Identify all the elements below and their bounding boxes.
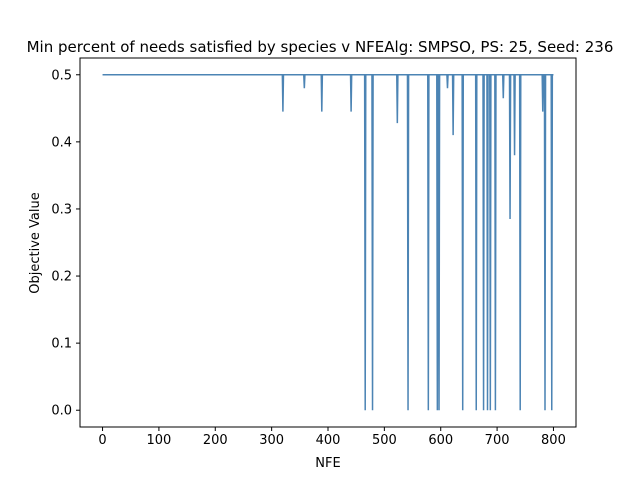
x-tick-label: 500 bbox=[372, 433, 397, 448]
x-tick-label: 800 bbox=[541, 433, 566, 448]
y-axis: 0.0 0.1 0.2 0.3 0.4 0.5 bbox=[51, 68, 80, 419]
x-tick-label: 700 bbox=[485, 433, 510, 448]
series-line bbox=[102, 74, 554, 411]
x-tick-label: 400 bbox=[316, 433, 341, 448]
y-tick-label: 0.5 bbox=[51, 68, 72, 83]
y-tick-label: 0.3 bbox=[51, 202, 72, 217]
x-tick-label: 300 bbox=[259, 433, 284, 448]
y-tick-label: 0.4 bbox=[51, 135, 72, 150]
x-tick-label: 0 bbox=[98, 433, 106, 448]
x-tick-label: 100 bbox=[146, 433, 171, 448]
y-tick-label: 0.2 bbox=[51, 270, 72, 285]
x-axis: 0 100 200 300 400 500 600 700 800 bbox=[98, 427, 566, 448]
y-axis-label: Objective Value bbox=[28, 192, 43, 293]
plot-area bbox=[102, 74, 554, 411]
x-tick-label: 600 bbox=[428, 433, 453, 448]
x-axis-label: NFE bbox=[315, 456, 340, 471]
y-tick-label: 0.1 bbox=[51, 337, 72, 352]
x-tick-label: 200 bbox=[203, 433, 228, 448]
y-tick-label: 0.0 bbox=[51, 404, 72, 419]
chart-title: Min percent of needs satisfied by specie… bbox=[27, 38, 614, 56]
